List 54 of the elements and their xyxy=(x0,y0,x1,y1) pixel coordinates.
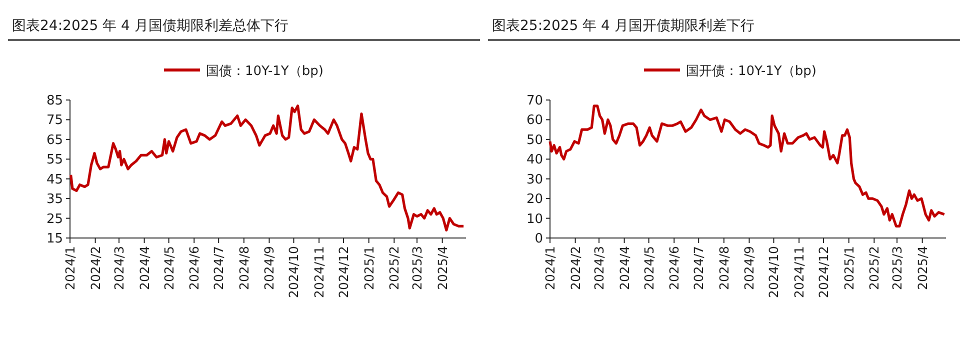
x-tick-label: 2025/3 xyxy=(410,246,425,290)
x-tick-label: 2024/5 xyxy=(161,246,176,290)
x-tick-label: 2025/2 xyxy=(386,246,402,290)
x-tick-label: 2024/8 xyxy=(236,246,252,290)
x-tick-label: 2025/4 xyxy=(914,246,930,290)
x-tick-label: 2024/7 xyxy=(691,246,706,290)
y-tick-label: 40 xyxy=(526,152,543,168)
x-tick-label: 2025/3 xyxy=(890,246,905,290)
x-tick-label: 2024/1 xyxy=(62,246,78,290)
y-tick-label: 65 xyxy=(46,132,63,148)
y-tick-label: 30 xyxy=(526,172,543,188)
x-tick-label: 2024/10 xyxy=(766,246,782,298)
y-tick-label: 85 xyxy=(46,94,63,108)
x-tick-label: 2024/4 xyxy=(616,246,632,290)
x-tick-label: 2024/2 xyxy=(88,246,103,290)
y-tick-label: 45 xyxy=(46,172,63,188)
x-tick-label: 2024/6 xyxy=(666,246,682,290)
y-tick-label: 0 xyxy=(534,232,543,246)
x-tick-label: 2024/6 xyxy=(186,246,202,290)
y-tick-label: 60 xyxy=(526,113,543,128)
y-tick-label: 15 xyxy=(46,232,63,246)
x-tick-label: 2024/4 xyxy=(136,246,152,290)
x-tick-label: 2024/11 xyxy=(792,246,807,298)
x-tick-label: 2024/12 xyxy=(816,246,832,298)
line-series xyxy=(70,104,465,232)
x-tick-label: 2025/2 xyxy=(866,246,882,290)
x-tick-label: 2024/9 xyxy=(262,246,277,290)
x-tick-label: 2025/1 xyxy=(361,246,376,290)
x-tick-label: 2025/4 xyxy=(434,246,450,290)
y-tick-label: 10 xyxy=(526,212,543,227)
y-tick-label: 70 xyxy=(526,94,543,108)
x-tick-label: 2024/3 xyxy=(591,246,606,290)
x-tick-label: 2024/9 xyxy=(742,246,757,290)
y-tick-label: 20 xyxy=(526,192,543,208)
y-tick-label: 25 xyxy=(46,212,63,227)
y-tick-label: 75 xyxy=(46,113,63,128)
x-tick-label: 2024/3 xyxy=(111,246,126,290)
x-tick-label: 2024/7 xyxy=(211,246,226,290)
y-tick-label: 55 xyxy=(46,152,63,168)
x-tick-label: 2024/11 xyxy=(312,246,327,298)
x-tick-label: 2024/12 xyxy=(336,246,352,298)
x-tick-label: 2024/5 xyxy=(641,246,656,290)
chart-title: 图表25:2025 年 4 月国开债期限利差下行 xyxy=(492,18,754,34)
x-tick-label: 2024/1 xyxy=(542,246,558,290)
line-series xyxy=(548,104,946,228)
legend-label: 国开债：10Y-1Y（bp) xyxy=(686,64,816,79)
y-tick-label: 50 xyxy=(526,132,543,148)
x-tick-label: 2025/1 xyxy=(841,246,856,290)
y-tick-label: 35 xyxy=(46,192,63,208)
x-tick-label: 2024/2 xyxy=(568,246,583,290)
chart-title: 图表24:2025 年 4 月国债期限利差总体下行 xyxy=(12,18,288,34)
x-tick-label: 2024/10 xyxy=(286,246,302,298)
legend-label: 国债：10Y-1Y（bp) xyxy=(206,64,324,79)
x-tick-label: 2024/8 xyxy=(716,246,732,290)
